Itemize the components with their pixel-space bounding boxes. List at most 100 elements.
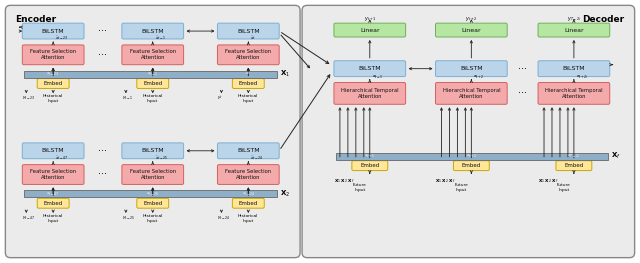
Text: Linear: Linear bbox=[461, 28, 481, 33]
FancyBboxPatch shape bbox=[538, 23, 610, 37]
Text: $x_{t-24}$: $x_{t-24}$ bbox=[242, 190, 255, 198]
FancyBboxPatch shape bbox=[218, 143, 279, 159]
Text: Linear: Linear bbox=[360, 28, 380, 33]
Text: $\hat{x}_{t-1}$: $\hat{x}_{t-1}$ bbox=[155, 34, 166, 42]
FancyBboxPatch shape bbox=[37, 198, 69, 208]
FancyBboxPatch shape bbox=[232, 198, 264, 208]
Text: Future
Input: Future Input bbox=[557, 184, 571, 192]
FancyBboxPatch shape bbox=[334, 83, 406, 104]
Text: Embed: Embed bbox=[143, 201, 163, 206]
Text: Embed: Embed bbox=[564, 163, 584, 168]
Text: BiLSTM: BiLSTM bbox=[460, 66, 483, 71]
FancyBboxPatch shape bbox=[122, 23, 184, 39]
FancyBboxPatch shape bbox=[122, 143, 184, 159]
Text: ···: ··· bbox=[518, 64, 527, 74]
Text: BiLSTM: BiLSTM bbox=[141, 148, 164, 153]
Text: Embed: Embed bbox=[44, 201, 63, 206]
Text: Feature Selection
Attention: Feature Selection Attention bbox=[30, 49, 76, 60]
Text: $\mathbf{X}_1$: $\mathbf{X}_1$ bbox=[280, 69, 291, 79]
Text: Hierarchical Temporal
Attention: Hierarchical Temporal Attention bbox=[341, 88, 399, 99]
FancyBboxPatch shape bbox=[556, 161, 592, 171]
FancyBboxPatch shape bbox=[5, 5, 300, 258]
Text: $x_t$: $x_t$ bbox=[245, 71, 252, 77]
Text: $y_{t-1}$: $y_{t-1}$ bbox=[122, 94, 133, 102]
Text: $y_{T-2i}$: $y_{T-2i}$ bbox=[566, 15, 581, 23]
Text: Historical
Input: Historical Input bbox=[238, 94, 259, 103]
Text: $x_{t-23}$: $x_{t-23}$ bbox=[47, 70, 60, 78]
Text: Future
Input: Future Input bbox=[454, 184, 468, 192]
Text: Embed: Embed bbox=[239, 81, 258, 86]
Bar bbox=[336, 153, 608, 160]
FancyBboxPatch shape bbox=[538, 83, 610, 104]
Text: $\mathbf{X}_f$: $\mathbf{X}_f$ bbox=[611, 151, 621, 161]
FancyBboxPatch shape bbox=[122, 165, 184, 184]
Text: Historical
Input: Historical Input bbox=[143, 214, 163, 223]
Text: $\hat{x}_{t-23}$: $\hat{x}_{t-23}$ bbox=[55, 34, 68, 42]
Text: ···: ··· bbox=[99, 26, 108, 36]
Text: $y_{t-23}$: $y_{t-23}$ bbox=[22, 94, 36, 102]
Text: Linear: Linear bbox=[564, 28, 584, 33]
Text: $x_{t+1}$: $x_{t+1}$ bbox=[364, 153, 376, 160]
FancyBboxPatch shape bbox=[218, 23, 279, 39]
Text: ···: ··· bbox=[99, 146, 108, 156]
Text: $\hat{x}_{t-25}$: $\hat{x}_{t-25}$ bbox=[155, 154, 168, 162]
Text: Embed: Embed bbox=[239, 201, 258, 206]
Text: $a_{t+2}$: $a_{t+2}$ bbox=[474, 73, 484, 80]
Text: Feature Selection
Attention: Feature Selection Attention bbox=[30, 169, 76, 180]
Text: Historical
Input: Historical Input bbox=[43, 214, 63, 223]
Text: Decoder: Decoder bbox=[582, 15, 625, 24]
FancyBboxPatch shape bbox=[22, 23, 84, 39]
Text: $\mathbf{X}_1$ $\mathbf{X}_2$ $\mathbf{X}_f$: $\mathbf{X}_1$ $\mathbf{X}_2$ $\mathbf{X… bbox=[435, 178, 456, 185]
Text: ···: ··· bbox=[99, 50, 108, 60]
Text: ···: ··· bbox=[99, 170, 108, 180]
Text: $y_{t-47}$: $y_{t-47}$ bbox=[22, 214, 36, 222]
Text: BiLSTM: BiLSTM bbox=[563, 66, 585, 71]
Text: Feature Selection
Attention: Feature Selection Attention bbox=[130, 49, 176, 60]
FancyBboxPatch shape bbox=[137, 198, 169, 208]
Text: BiLSTM: BiLSTM bbox=[358, 66, 381, 71]
FancyBboxPatch shape bbox=[218, 45, 279, 65]
Text: Feature Selection
Attention: Feature Selection Attention bbox=[130, 169, 176, 180]
Text: $\mathbf{X}_1$ $\mathbf{X}_2$ $\mathbf{X}_f$: $\mathbf{X}_1$ $\mathbf{X}_2$ $\mathbf{X… bbox=[334, 178, 355, 185]
Text: $x_{t+2}$: $x_{t+2}$ bbox=[466, 153, 477, 160]
Text: Feature Selection
Attention: Feature Selection Attention bbox=[225, 169, 271, 180]
Text: $y_{t+1}$: $y_{t+1}$ bbox=[364, 15, 376, 23]
Text: $\hat{x}_{t-47}$: $\hat{x}_{t-47}$ bbox=[55, 154, 68, 162]
FancyBboxPatch shape bbox=[232, 79, 264, 88]
Text: Hierarchical Temporal
Attention: Hierarchical Temporal Attention bbox=[442, 88, 500, 99]
Bar bbox=[24, 190, 277, 197]
Text: Historical
Input: Historical Input bbox=[143, 94, 163, 103]
FancyBboxPatch shape bbox=[22, 143, 84, 159]
Text: Feature Selection
Attention: Feature Selection Attention bbox=[225, 49, 271, 60]
FancyBboxPatch shape bbox=[22, 165, 84, 184]
FancyBboxPatch shape bbox=[453, 161, 489, 171]
Text: $\hat{x}_t$: $\hat{x}_t$ bbox=[250, 34, 257, 42]
Text: $\mathbf{X}_2$: $\mathbf{X}_2$ bbox=[280, 189, 291, 199]
FancyBboxPatch shape bbox=[435, 23, 507, 37]
Text: Embed: Embed bbox=[360, 163, 380, 168]
Text: BiLSTM: BiLSTM bbox=[237, 29, 260, 34]
Text: $x_{t-47}$: $x_{t-47}$ bbox=[47, 190, 60, 198]
FancyBboxPatch shape bbox=[334, 61, 406, 77]
Text: Embed: Embed bbox=[44, 81, 63, 86]
Text: BiLSTM: BiLSTM bbox=[42, 29, 65, 34]
Text: $a_{t+2i}$: $a_{t+2i}$ bbox=[576, 73, 588, 80]
Text: Future
Input: Future Input bbox=[353, 184, 367, 192]
FancyBboxPatch shape bbox=[352, 161, 388, 171]
Text: Encoder: Encoder bbox=[15, 15, 56, 24]
Text: $y_{t+2}$: $y_{t+2}$ bbox=[465, 15, 477, 23]
Text: Hierarchical Temporal
Attention: Hierarchical Temporal Attention bbox=[545, 88, 603, 99]
Text: $\hat{x}_{t-24}$: $\hat{x}_{t-24}$ bbox=[250, 154, 264, 162]
Text: Historical
Input: Historical Input bbox=[238, 214, 259, 223]
Text: $\mathbf{X}_1$ $\mathbf{X}_2$ $\mathbf{X}_f$: $\mathbf{X}_1$ $\mathbf{X}_2$ $\mathbf{X… bbox=[538, 178, 559, 185]
Text: Historical
Input: Historical Input bbox=[43, 94, 63, 103]
FancyBboxPatch shape bbox=[122, 45, 184, 65]
FancyBboxPatch shape bbox=[137, 79, 169, 88]
Text: BiLSTM: BiLSTM bbox=[42, 148, 65, 153]
FancyBboxPatch shape bbox=[435, 83, 507, 104]
FancyBboxPatch shape bbox=[22, 45, 84, 65]
FancyBboxPatch shape bbox=[334, 23, 406, 37]
Text: $y_t$: $y_t$ bbox=[218, 94, 223, 102]
Text: $x_{t-1}$: $x_{t-1}$ bbox=[147, 70, 158, 78]
Text: $y_{t-25}$: $y_{t-25}$ bbox=[122, 214, 135, 222]
